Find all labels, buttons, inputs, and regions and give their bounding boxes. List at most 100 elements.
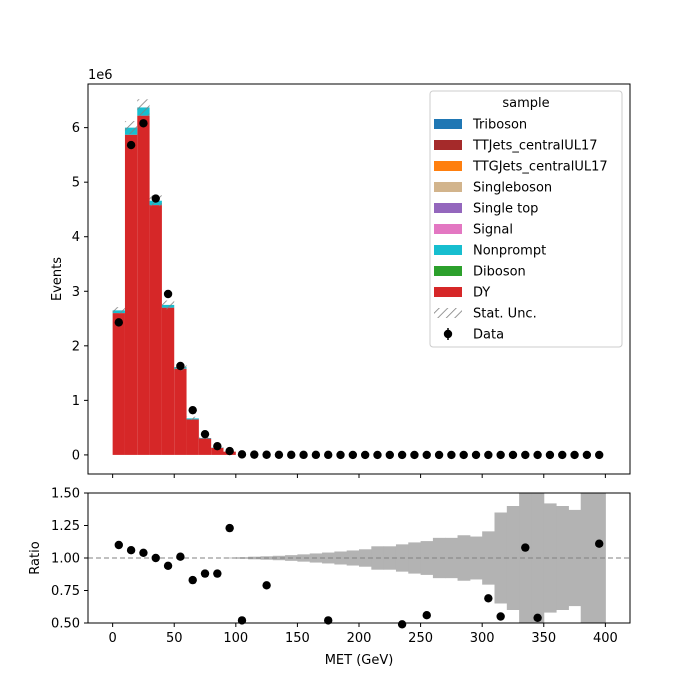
data-point-37 (570, 450, 579, 460)
x-tick-label: 250 (408, 631, 433, 646)
main-y-tick-label: 4 (72, 230, 80, 245)
legend-label-ttgjets-centralul17: TTGJets_centralUL17 (472, 160, 608, 175)
data-point-5 (176, 361, 185, 371)
data-point-25 (422, 450, 431, 460)
data-point-33 (521, 450, 530, 460)
ratio-unc-band-bin-22 (383, 546, 397, 570)
ratio-unc-band-bin-33 (519, 493, 532, 623)
data-point-3 (151, 194, 160, 203)
legend-label-ttjets-centralul17: TTJets_centralUL17 (472, 139, 598, 154)
x-tick-label: 50 (166, 631, 183, 646)
legend-label-stat-unc-: Stat. Unc. (473, 307, 537, 322)
ratio-point-17 (521, 543, 530, 552)
stat-unc-bin-0 (112, 307, 125, 314)
legend-label-triboson: Triboson (472, 118, 527, 133)
ratio-point-19 (595, 539, 604, 548)
ratio-x-ticks: 0 50 100 150 200 250 300 350 400 (108, 623, 618, 646)
ratio-point-3 (151, 553, 160, 563)
ratio-y-tick-label: 0.75 (51, 584, 80, 599)
ratio-unc-band-bin-11 (248, 556, 261, 560)
legend-label-signal: Signal (473, 223, 513, 238)
ratio-point-13 (397, 620, 407, 629)
ratio-point-15 (484, 594, 493, 603)
stat-unc-bin-2 (137, 99, 150, 116)
legend-swatch-nonprompt (434, 245, 462, 255)
main-y-tick-label: 3 (72, 285, 80, 300)
data-point-22 (385, 450, 394, 460)
data-point-11 (250, 450, 259, 459)
ratio-y-tick-label: 0.50 (51, 617, 80, 632)
data-point-27 (447, 450, 456, 460)
ratio-unc-band-bin-24 (408, 542, 422, 574)
ratio-unc-band-bin-13 (272, 555, 286, 561)
data-point-39 (595, 450, 604, 460)
data-point-26 (434, 450, 444, 460)
main-y-tick-label: 0 (72, 448, 80, 463)
legend-label-singleboson: Singleboson (473, 181, 552, 196)
data-point-32 (508, 450, 518, 460)
main-x-ticks (112, 474, 606, 478)
data-point-4 (163, 289, 173, 299)
main-y-ticks: 0 1 2 3 4 5 6 (72, 121, 88, 463)
bar-dy-bin-0 (112, 313, 125, 455)
ratio-unc-band-bin-15 (297, 554, 311, 562)
legend-entries: Triboson TTJets_centralUL17 TTGJets_centra… (434, 118, 608, 343)
legend-title: sample (502, 96, 549, 111)
ratio-y-tick-label: 1.50 (51, 487, 80, 502)
ratio-point-14 (422, 611, 431, 620)
legend-swatch-dy (434, 287, 462, 297)
x-tick-label: 350 (531, 631, 556, 646)
main-y-tick-label: 6 (72, 121, 80, 136)
data-point-38 (582, 450, 592, 460)
data-point-2 (139, 119, 148, 128)
legend-swatch-stat-unc- (434, 308, 462, 318)
x-axis-label: MET (GeV) (325, 653, 394, 668)
ratio-y-tick-label: 1.00 (51, 552, 80, 567)
bar-dy-bin-2 (137, 115, 150, 455)
ratio-point-9 (225, 523, 234, 533)
bar-dy-bin-8 (211, 447, 224, 455)
x-tick-label: 400 (593, 631, 618, 646)
legend-swatch-triboson (434, 119, 462, 129)
ratio-unc-band-bin-35 (543, 503, 557, 613)
bar-dy-bin-4 (161, 307, 175, 455)
main-y-axis-label: Events (50, 257, 65, 301)
data-point-34 (533, 450, 542, 460)
legend-swatch-diboson (434, 266, 462, 276)
data-point-20 (360, 450, 370, 460)
ratio-point-0 (114, 540, 123, 550)
ratio-plot-area (88, 493, 630, 629)
main-panel: 0 1 2 3 4 5 6 1e6 Events sample Triboson TTJets… (50, 68, 631, 478)
legend-label-dy: DY (473, 286, 490, 301)
data-point-15 (299, 450, 308, 460)
data-point-28 (459, 450, 468, 460)
ratio-point-4 (163, 561, 173, 570)
ratio-point-11 (262, 581, 271, 590)
ratio-point-1 (126, 546, 136, 555)
main-y-tick-label: 1 (72, 394, 80, 409)
data-point-18 (336, 450, 345, 460)
bar-dy-bin-3 (149, 205, 162, 455)
legend-swatch-ttjets-centralul17 (434, 140, 462, 150)
main-plot-area (112, 99, 604, 460)
data-point-19 (348, 450, 358, 460)
data-point-23 (397, 450, 407, 460)
legend: sample Triboson TTJets_centralUL17 TTGJets… (429, 90, 623, 348)
x-tick-label: 0 (108, 631, 116, 646)
data-point-7 (200, 429, 210, 439)
data-point-30 (484, 450, 493, 460)
stat-unc-bin-1 (124, 121, 138, 135)
data-point-31 (496, 450, 505, 460)
legend-label-nonprompt: Nonprompt (473, 244, 546, 259)
data-point-1 (126, 140, 136, 150)
x-tick-label: 100 (223, 631, 248, 646)
ratio-unc-band-bin-20 (359, 549, 372, 567)
bar-dy-bin-6 (186, 419, 199, 455)
data-point-16 (311, 450, 321, 460)
legend-swatch-ttgjets-centralul17 (434, 161, 462, 171)
ratio-unc-band-bin-9 (223, 557, 237, 559)
stat-unc-bin-6 (186, 416, 199, 420)
data-point-36 (558, 450, 567, 460)
legend-swatch-singleboson (434, 182, 462, 192)
ratio-point-5 (176, 552, 185, 561)
